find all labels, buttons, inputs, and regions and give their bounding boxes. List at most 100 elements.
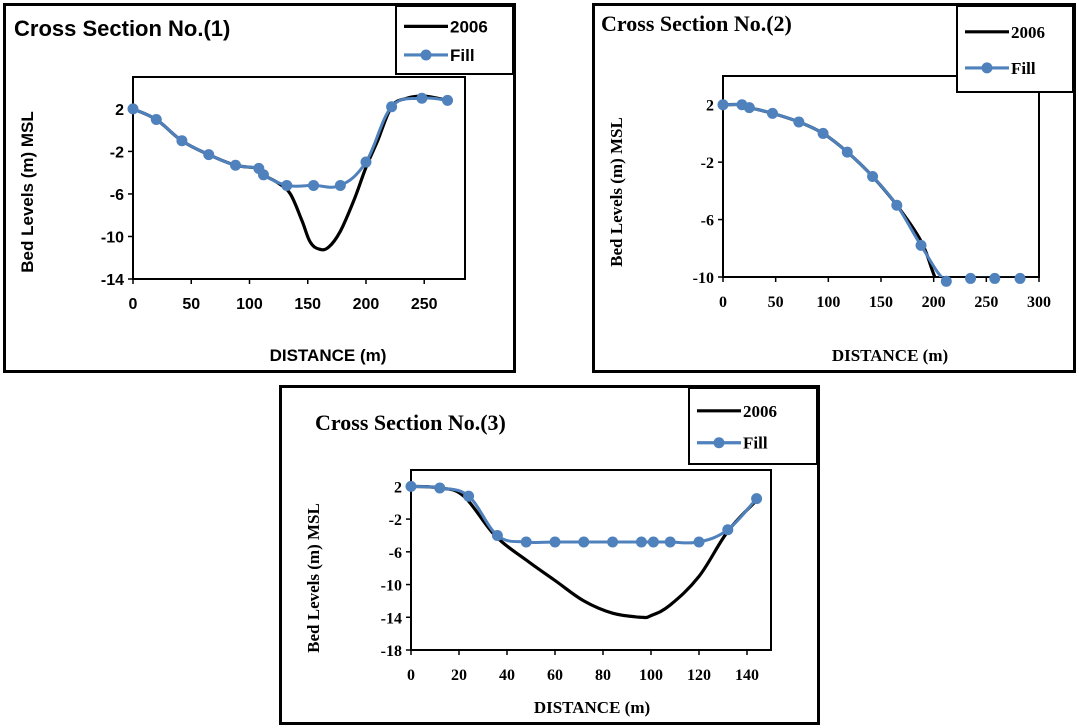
chart-1-series-fill-point: [416, 92, 428, 104]
chart-2-plot-frame: [722, 75, 1040, 278]
chart-1-series-fill-point: [360, 156, 372, 168]
chart-1-series-fill-point: [257, 169, 269, 181]
chart-3-x-tick-label: 20: [451, 667, 467, 684]
chart-2-svg: Cross Section No.(2) 2 -2 -6 -10 0 50 100 150 200…: [601, 6, 1073, 365]
chart-2-series-fill-point: [793, 116, 805, 128]
chart-1-x-tick-label: 0: [129, 296, 138, 313]
chart-2-x-tick-label: 150: [869, 294, 893, 311]
chart-2-series-fill-point: [915, 239, 927, 251]
chart-1-y-tick-label: -6: [110, 187, 124, 204]
chart-3-y-axis-label: Bed Levels (m) MSL: [304, 503, 323, 653]
chart-1-series-fill-point: [442, 94, 454, 106]
chart-3-series-fill-point: [520, 536, 532, 548]
chart-3-x-tick-label: 120: [687, 667, 711, 684]
chart-2-series-fill-point: [1014, 272, 1026, 284]
chart-2-series-fill-point: [965, 272, 977, 284]
chart-3-series-fill-point: [405, 480, 417, 492]
chart-1-y-tick-label: -2: [110, 144, 124, 161]
chart-2-legend-label-fill: Fill: [1011, 59, 1036, 78]
chart-3-x-axis-label: DISTANCE (m): [534, 698, 650, 717]
chart-3-x-tick-label: 0: [407, 667, 415, 684]
chart-3-series-2006-line: [411, 484, 759, 620]
chart-1-series-fill-point: [230, 159, 242, 171]
chart-1-legend-label-2006: 2006: [450, 17, 488, 36]
chart-1-svg: Cross Section No.(1) 2 -2 -6 -10 -14 0 50 100 150…: [14, 6, 513, 365]
chart-2-x-tick-label: 0: [719, 294, 727, 311]
chart-1-y-tick-label: -14: [101, 272, 124, 289]
chart-2-x-tick-label: 300: [1027, 294, 1051, 311]
chart-2-series-fill-point: [767, 107, 779, 119]
chart-3-x-tick-label: 40: [499, 667, 515, 684]
chart-2-series-fill-point: [867, 171, 879, 182]
chart-1-y-tick-label: 2: [115, 102, 124, 119]
chart-2-series-fill-point: [891, 199, 903, 211]
chart-1-legend-label-fill: Fill: [450, 46, 475, 65]
chart-2-legend-box: [956, 6, 1073, 93]
chart-2-legend-marker-fill: [981, 62, 993, 74]
chart-3-x-tick-label: 80: [595, 667, 611, 684]
chart-1-x-tick-label: 250: [411, 296, 438, 313]
chart-panel-1: Cross Section No.(1) 2 -2 -6 -10 -14 0 50 100 150…: [3, 3, 516, 373]
chart-1-series-2006-line: [133, 94, 450, 252]
chart-1-series-group: [133, 94, 450, 252]
chart-3-legend-marker-fill: [713, 437, 725, 449]
chart-2-x-tick-label: 100: [816, 294, 840, 311]
chart-1-x-tick-label: 150: [294, 296, 321, 313]
chart-1-series-fill-point: [386, 101, 398, 113]
chart-2-legend-label-2006: 2006: [1011, 23, 1045, 42]
chart-2-series-fill-point: [940, 275, 952, 287]
chart-2-series-fill-point: [743, 102, 755, 114]
chart-3-y-tick-label: -10: [381, 578, 402, 595]
chart-3-x-tick-label: 140: [735, 667, 759, 684]
chart-1-series-fill-point: [150, 114, 162, 126]
chart-2-x-tick-label: 200: [922, 294, 946, 311]
chart-1-x-tick-label: 200: [353, 296, 380, 313]
chart-3-x-tick-label: 100: [639, 667, 663, 684]
chart-3-y-tick-label: -6: [389, 545, 402, 562]
chart-3-series-fill-point: [722, 524, 734, 536]
chart-2-y-tick-label: -6: [701, 213, 714, 230]
chart-2-series-fill-line: [723, 102, 1021, 277]
chart-3-series-fill-point: [549, 536, 561, 548]
chart-1-title: Cross Section No.(1): [14, 16, 230, 41]
chart-3-y-tick-label: -2: [389, 512, 402, 529]
chart-1-legend-marker-fill: [420, 49, 432, 61]
chart-3-series-group: [411, 484, 759, 620]
chart-1-x-axis-label: DISTANCE (m): [270, 346, 387, 365]
chart-2-y-axis-label: Bed Levels (m) MSL: [607, 117, 626, 267]
chart-3-series-fill-point: [647, 536, 659, 548]
chart-2-series-fill-point: [717, 99, 729, 111]
chart-3-series-fill-point: [751, 493, 763, 505]
chart-3-series-fill-point: [491, 529, 503, 541]
chart-2-title: Cross Section No.(2): [601, 11, 792, 36]
chart-2-series-fill-point: [989, 272, 1001, 284]
chart-3-legend-label-fill: Fill: [743, 434, 768, 453]
chart-1-y-axis-label: Bed Levels (m) MSL: [18, 111, 37, 273]
chart-2-series-fill-point: [841, 146, 853, 158]
chart-3-legend-box: [688, 388, 817, 465]
chart-1-plot-frame: [132, 76, 466, 280]
chart-3-series-fill-point: [664, 536, 676, 548]
chart-1-y-tick-label: -10: [101, 229, 124, 246]
chart-1-series-fill-point: [203, 149, 215, 161]
chart-2-y-tick-label: -10: [693, 270, 714, 287]
chart-panel-3: Cross Section No.(3) 2 -2 -6 -10 -14 -18 0 20 40 6…: [279, 385, 820, 725]
chart-panel-2: Cross Section No.(2) 2 -2 -6 -10 0 50 100 150 200…: [592, 3, 1076, 373]
chart-3-plot-frame: [410, 469, 772, 651]
chart-3-svg: Cross Section No.(3) 2 -2 -6 -10 -14 -18 0 20 40 6…: [304, 388, 817, 717]
chart-1-x-tick-label: 100: [236, 296, 263, 313]
chart-2-x-tick-label: 50: [768, 294, 784, 311]
chart-2-x-tick-label: 250: [974, 294, 998, 311]
chart-1-series-fill-point: [281, 179, 293, 191]
chart-1-series-fill-point: [127, 103, 139, 115]
chart-1-series-fill-point: [176, 135, 188, 147]
chart-1-x-tick-label: 50: [182, 296, 200, 313]
chart-2-series-fill-point: [817, 127, 829, 139]
chart-3-series-fill-point: [635, 536, 647, 548]
chart-3-title: Cross Section No.(3): [315, 410, 506, 435]
chart-3-series-fill-point: [463, 490, 475, 502]
chart-2-x-axis-label: DISTANCE (m): [832, 346, 948, 365]
chart-3-y-tick-label: -14: [381, 610, 402, 627]
chart-2-y-tick-label: 2: [706, 98, 714, 115]
chart-3-series-fill-point: [693, 536, 705, 548]
